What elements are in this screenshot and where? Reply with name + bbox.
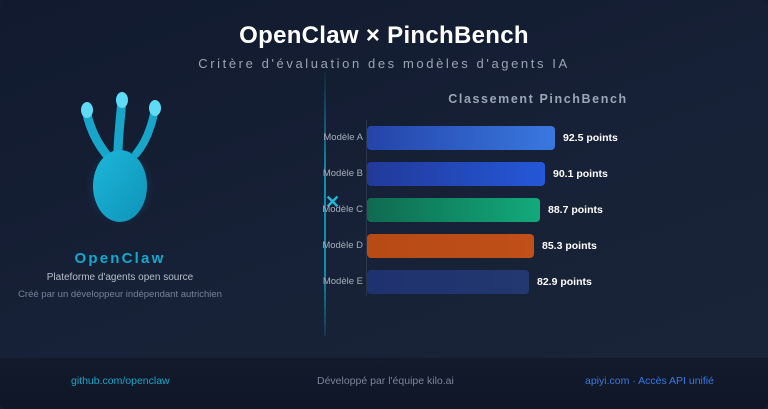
claw-icon <box>81 92 161 226</box>
brand-description: Plateforme d'agents open source <box>46 272 194 283</box>
bar-value: 88.7 points <box>548 204 603 216</box>
bar-row: Modèle E 82.9 points <box>300 270 640 294</box>
bar-label: Modèle A <box>323 132 363 143</box>
bar-value: 85.3 points <box>542 240 597 252</box>
chart-axis <box>366 120 367 296</box>
bar-value: 92.5 points <box>563 132 618 144</box>
bar-value: 82.9 points <box>537 276 592 288</box>
brand-credit: Créé par un développeur indépendant autr… <box>18 289 222 300</box>
bar-label: Modèle E <box>322 276 363 287</box>
github-link[interactable]: github.com/openclaw <box>71 375 170 387</box>
footer-credit: Développé par l'équipe kilo.ai <box>317 375 454 387</box>
footer: github.com/openclaw Développé par l'équi… <box>0 358 768 409</box>
bar <box>367 126 555 150</box>
bar-row: Modèle A 92.5 points <box>300 126 640 150</box>
bar-row: Modèle B 90.1 points <box>300 162 640 186</box>
bar <box>367 234 534 258</box>
api-link[interactable]: apiyi.com · Accès API unifié <box>585 375 714 387</box>
bar-label: Modèle B <box>322 168 363 179</box>
page-title: OpenClaw × PinchBench <box>239 22 529 49</box>
bar-row: Modèle D 85.3 points <box>300 234 640 258</box>
bar-value: 90.1 points <box>553 168 608 180</box>
chart-title: Classement PinchBench <box>448 92 628 106</box>
page-subtitle: Critère d'évaluation des modèles d'agent… <box>198 56 570 71</box>
close-icon: ✕ <box>325 192 341 212</box>
bar-row: Modèle C 88.7 points <box>300 198 640 222</box>
bar-label: Modèle C <box>322 204 363 215</box>
vertical-divider <box>324 72 326 336</box>
bar <box>367 198 540 222</box>
brand-name: OpenClaw <box>74 250 166 267</box>
bar <box>367 162 545 186</box>
bar <box>367 270 529 294</box>
bar-label: Modèle D <box>322 240 363 251</box>
